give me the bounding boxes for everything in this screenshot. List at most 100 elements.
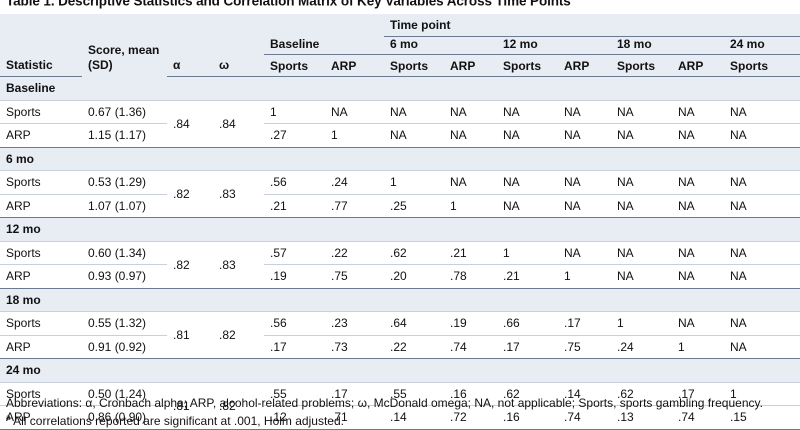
correlation-cell: .66 (497, 311, 558, 336)
row-label: Sports (0, 382, 82, 406)
correlation-cell: .64 (384, 311, 444, 336)
table-row: Sports 0.60 (1.34) .82.83.57.22.62.21 1 NA NA… (0, 241, 800, 289)
alpha-cell: .82 (167, 170, 213, 218)
header-row-3: Statistic α ω Sports ARP Sports ARP Spor… (0, 54, 800, 77)
correlation-cell: .62 (497, 382, 558, 406)
correlation-cell: .21 (264, 194, 325, 218)
table-title: Table 1. Descriptive Statistics and Corr… (6, 0, 575, 9)
score-cell: 0.91 (0.92) (82, 335, 167, 359)
table-row: ARP 1.07 (1.07) .21.77.25 1 NA NA NA NA NA (0, 194, 800, 218)
correlation-cell: .17 (497, 335, 558, 359)
correlation-cell: NA (558, 241, 611, 265)
col-sports: Sports (497, 54, 558, 77)
correlation-cell: .17 (672, 382, 724, 406)
correlation-cell: .24 (611, 335, 672, 359)
baseline-header: Baseline (264, 36, 384, 55)
correlation-cell: NA (384, 123, 444, 148)
alpha-cell: .82 (167, 241, 213, 289)
score-cell: 0.50 (1.24) (82, 382, 167, 406)
correlation-cell: NA (444, 123, 497, 148)
table-row: ARP 0.93 (0.97) .19.75.20.78.21 1 NA NA NA (0, 264, 800, 289)
correlation-table-container: Time point Score, mean (SD) Baseline 6 m… (0, 14, 800, 430)
correlation-cell: NA (672, 311, 724, 336)
section-row: 24 mo (0, 358, 800, 383)
correlation-cell: NA (724, 264, 800, 289)
correlation-cell: NA (444, 170, 497, 195)
correlation-cell: NA (558, 100, 611, 124)
correlation-cell: .25 (384, 194, 444, 218)
correlation-cell: 1 (558, 264, 611, 289)
correlation-cell: NA (672, 170, 724, 195)
section-row: 12 mo (0, 217, 800, 242)
correlation-cell: .27 (264, 123, 325, 148)
correlation-cell: NA (611, 241, 672, 265)
correlation-cell: NA (497, 194, 558, 218)
correlation-cell: 1 (264, 100, 325, 124)
24mo-header: 24 mo (724, 36, 800, 55)
correlation-cell: NA (672, 194, 724, 218)
correlation-cell: NA (384, 100, 444, 124)
correlation-cell: NA (611, 123, 672, 148)
correlation-table: Time point Score, mean (SD) Baseline 6 m… (0, 14, 800, 430)
col-arp: ARP (444, 54, 497, 77)
correlation-cell: .14 (558, 382, 611, 406)
omega-header: ω (213, 54, 264, 77)
correlation-cell: NA (672, 123, 724, 148)
correlation-cell: NA (558, 170, 611, 195)
table-row: ARP 1.15 (1.17) .27 1 NA NA NA NA NA NA NA (0, 123, 800, 148)
correlation-cell: 1 (497, 241, 558, 265)
correlation-cell: .21 (444, 241, 497, 265)
correlation-cell: NA (724, 194, 800, 218)
correlation-cell: 1 (672, 335, 724, 359)
section-row: Baseline (0, 76, 800, 101)
table-row: Sports 0.53 (1.29) .82.83.56.24 1 NA NA NA NA NA… (0, 170, 800, 218)
correlation-cell: NA (611, 100, 672, 124)
col-arp: ARP (558, 54, 611, 77)
correlation-cell: NA (497, 123, 558, 148)
omega-cell: .84 (213, 100, 264, 148)
col-sports: Sports (384, 54, 444, 77)
correlation-cell: .75 (558, 335, 611, 359)
correlation-cell: NA (724, 170, 800, 195)
correlation-cell: 1 (325, 123, 384, 148)
correlation-cell: NA (672, 100, 724, 124)
score-cell: 0.93 (0.97) (82, 264, 167, 289)
row-label: Sports (0, 170, 82, 195)
correlation-cell: .55 (384, 382, 444, 406)
correlation-cell: .78 (444, 264, 497, 289)
correlation-cell: NA (672, 264, 724, 289)
header-row-2: Score, mean (SD) Baseline 6 mo 12 mo 18 … (0, 36, 800, 77)
col-arp: ARP (325, 54, 384, 77)
row-label: ARP (0, 123, 82, 148)
correlation-cell: .74 (444, 335, 497, 359)
correlation-cell: NA (611, 170, 672, 195)
row-label: Sports (0, 100, 82, 124)
correlation-cell: .19 (264, 264, 325, 289)
score-cell: 1.15 (1.17) (82, 123, 167, 148)
section-label: 6 mo (0, 147, 800, 171)
correlation-cell: 1 (724, 382, 800, 406)
correlation-cell: .22 (384, 335, 444, 359)
correlation-cell: .20 (384, 264, 444, 289)
correlation-cell: .24 (325, 170, 384, 195)
omega-cell: .82 (213, 311, 264, 359)
table-row: Sports 0.55 (1.32) .81.82.56.23.64.19.66.1… (0, 311, 800, 359)
correlation-cell: NA (444, 100, 497, 124)
section-label: Baseline (0, 76, 800, 101)
col-sports: Sports (611, 54, 672, 77)
correlation-cell: NA (611, 194, 672, 218)
correlation-cell: NA (611, 264, 672, 289)
correlation-cell: NA (724, 311, 800, 336)
18mo-header: 18 mo (611, 36, 724, 55)
correlation-cell: .17 (264, 335, 325, 359)
alpha-header: α (167, 54, 213, 77)
correlation-cell: .62 (384, 241, 444, 265)
col-sports: Sports (724, 54, 800, 77)
time-point-header: Time point (384, 14, 800, 37)
score-cell: 0.67 (1.36) (82, 100, 167, 124)
correlation-cell: NA (724, 241, 800, 265)
score-cell: 0.55 (1.32) (82, 311, 167, 336)
correlation-cell: .56 (264, 170, 325, 195)
section-label: 12 mo (0, 217, 800, 242)
section-label: 24 mo (0, 358, 800, 383)
